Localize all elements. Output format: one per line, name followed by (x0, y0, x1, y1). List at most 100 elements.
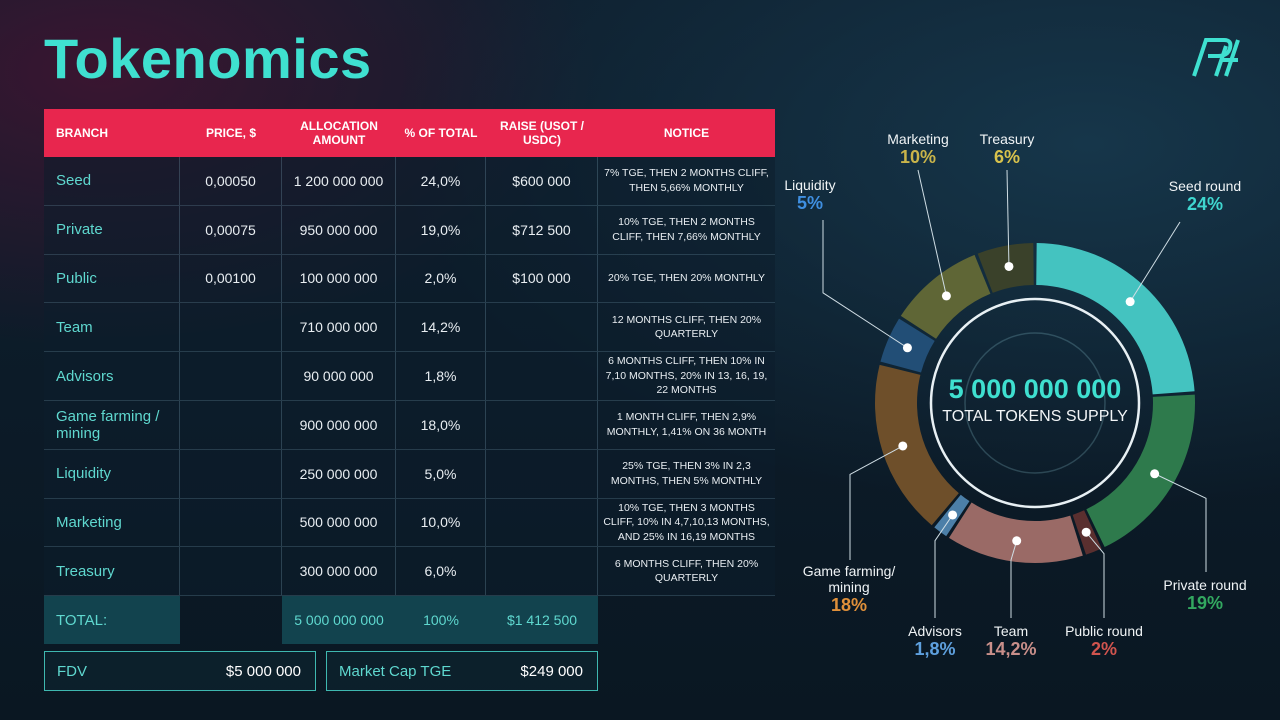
donut-slice (977, 243, 1034, 293)
cell-branch: Marketing (44, 498, 180, 547)
total-raise: $1 412 500 (486, 596, 598, 645)
slice-label-name: Public round (1065, 623, 1143, 639)
fdv-box: FDV $5 000 000 (44, 651, 316, 691)
slice-label-percent: 1,8% (914, 639, 956, 659)
cell-notice: 6 MONTHS CLIFF, THEN 10% IN 7,10 MONTHS,… (605, 355, 768, 397)
slice-label-name: Marketing (887, 131, 949, 147)
slice-label: Private round 19% (1150, 577, 1260, 613)
cell-notice: 7% TGE, THEN 2 MONTHS CLIFF, THEN 5,66% … (604, 167, 769, 194)
market-cap-box: Market Cap TGE $249 000 (326, 651, 598, 691)
cell-percent: 10,0% (396, 498, 486, 547)
cell-price (180, 303, 282, 352)
cell-branch: Team (44, 303, 180, 352)
cell-price (180, 400, 282, 449)
table-row: Marketing 500 000 000 10,0% 10% TGE, THEN 3… (44, 498, 775, 548)
cell-raise (486, 400, 598, 449)
leader-line (849, 445, 904, 560)
tokenomics-table: BRANCH PRICE, $ ALLOCATION AMOUNT % OF T… (44, 109, 775, 645)
cell-raise (486, 547, 598, 596)
slice-marker-dot (948, 510, 958, 520)
total-percent: 100% (396, 596, 486, 645)
cell-branch: Game farming / mining (44, 400, 180, 449)
cell-branch: Advisors (44, 352, 180, 400)
slice-label-name: Liquidity (784, 177, 836, 193)
slice-marker-dot (902, 343, 912, 353)
cell-allocation: 900 000 000 (282, 400, 396, 449)
header-price: PRICE, $ (205, 126, 256, 140)
cell-allocation: 950 000 000 (282, 205, 396, 254)
cell-notice: 20% TGE, THEN 20% MONTHLY (608, 272, 765, 285)
slice-label-percent: 6% (993, 147, 1020, 167)
table-row: Team 710 000 000 14,2% 12 MONTHS CLIFF, THE… (44, 303, 775, 353)
market-cap-label: Market Cap TGE (339, 662, 452, 680)
table-row: Treasury 300 000 000 6,0% 6 MONTHS CLIFF, T… (44, 547, 775, 597)
cell-percent: 6,0% (396, 547, 486, 596)
cell-allocation: 250 000 000 (282, 449, 396, 498)
table-row: Public 0,00100 100 000 000 2,0% $100 000 20% … (44, 254, 775, 304)
header-allocation: ALLOCATION AMOUNT (300, 119, 378, 147)
slice-label-name: Private round (1163, 577, 1247, 593)
donut-slice (948, 502, 1083, 564)
cell-allocation: 500 000 000 (282, 498, 396, 547)
cell-percent: 2,0% (396, 254, 486, 303)
slice-label-name: Treasury (979, 131, 1035, 147)
cell-raise (486, 303, 598, 352)
table-row: Private 0,00075 950 000 000 19,0% $712 500 10… (44, 205, 775, 255)
cell-percent: 18,0% (396, 400, 486, 449)
slice-label-percent: 18% (830, 595, 868, 615)
cell-notice: 10% TGE, THEN 3 MONTHS CLIFF, 10% IN 4,7… (603, 501, 770, 543)
slice-label-percent: 24% (1186, 194, 1224, 214)
cell-raise (486, 352, 598, 400)
table-row: Liquidity 250 000 000 5,0% 25% TGE, THEN 3%… (44, 449, 775, 499)
table-body: Seed 0,00050 1 200 000 000 24,0% $600 000 7% … (44, 157, 775, 597)
slice-marker-dot (941, 291, 951, 301)
cell-allocation: 1 200 000 000 (282, 157, 396, 205)
cell-allocation: 90 000 000 (282, 352, 396, 400)
cell-notice: 1 MONTH CLIFF, THEN 2,9% MONTHLY, 1,41% … (606, 411, 767, 438)
total-supply-label: TOTAL TOKENS SUPPLY (942, 408, 1128, 425)
slice-label: Game farming/ mining 18% (788, 563, 910, 615)
cell-price: 0,00050 (180, 157, 282, 205)
cell-percent: 24,0% (396, 157, 486, 205)
slice-label: Public round 2% (1055, 623, 1153, 658)
total-allocation: 5 000 000 000 (282, 596, 396, 645)
slice-label: Treasury 6% (970, 131, 1044, 167)
page-title: Tokenomics (44, 27, 372, 90)
slice-label: Advisors 1,8% (898, 623, 972, 659)
fdv-label: FDV (57, 662, 87, 680)
leader-line (1085, 531, 1105, 618)
table-row: Game farming / mining 900 000 000 18,0% 1 M… (44, 400, 775, 450)
slice-label-percent: 19% (1186, 593, 1224, 613)
slice-label: Team 14,2% (975, 623, 1047, 658)
cell-branch: Liquidity (44, 449, 180, 498)
slice-label: Seed round 24% (1150, 178, 1260, 214)
slice-label-percent: 10% (899, 147, 937, 167)
cell-raise (486, 449, 598, 498)
header-raise: RAISE (USOT / USDC) (499, 119, 584, 147)
table-total-row: TOTAL: 5 000 000 000 100% $1 412 500 (44, 596, 775, 645)
cell-allocation: 710 000 000 (282, 303, 396, 352)
cell-percent: 5,0% (396, 449, 486, 498)
donut-slice (900, 254, 991, 339)
cell-price (180, 352, 282, 400)
header-percent: % OF TOTAL (404, 126, 478, 140)
slice-marker-dot (1012, 536, 1022, 546)
cell-notice: 25% TGE, THEN 3% IN 2,3 MONTHS, THEN 5% … (610, 460, 763, 487)
cell-percent: 19,0% (396, 205, 486, 254)
slice-label-name: Team (993, 623, 1029, 639)
cell-price (180, 449, 282, 498)
slice-marker-dot (1150, 469, 1160, 479)
leader-line (1129, 221, 1181, 302)
leader-line (1154, 473, 1207, 572)
total-price (180, 596, 282, 644)
market-cap-value: $249 000 (520, 662, 583, 680)
table-header: BRANCH PRICE, $ ALLOCATION AMOUNT % OF T… (44, 109, 775, 157)
slice-marker-dot (1004, 261, 1014, 271)
brand-logo-icon (1192, 38, 1240, 77)
table-row: Advisors 90 000 000 1,8% 6 MONTHS CLIFF, TH… (44, 352, 775, 401)
cell-branch: Seed (44, 157, 180, 205)
cell-notice: 12 MONTHS CLIFF, THEN 20% QUARTERLY (611, 313, 762, 341)
slice-label-name: Game farming/ mining (802, 563, 896, 595)
slice-marker-dot (1081, 527, 1091, 537)
table-row: Seed 0,00050 1 200 000 000 24,0% $600 000 7% … (44, 157, 775, 206)
